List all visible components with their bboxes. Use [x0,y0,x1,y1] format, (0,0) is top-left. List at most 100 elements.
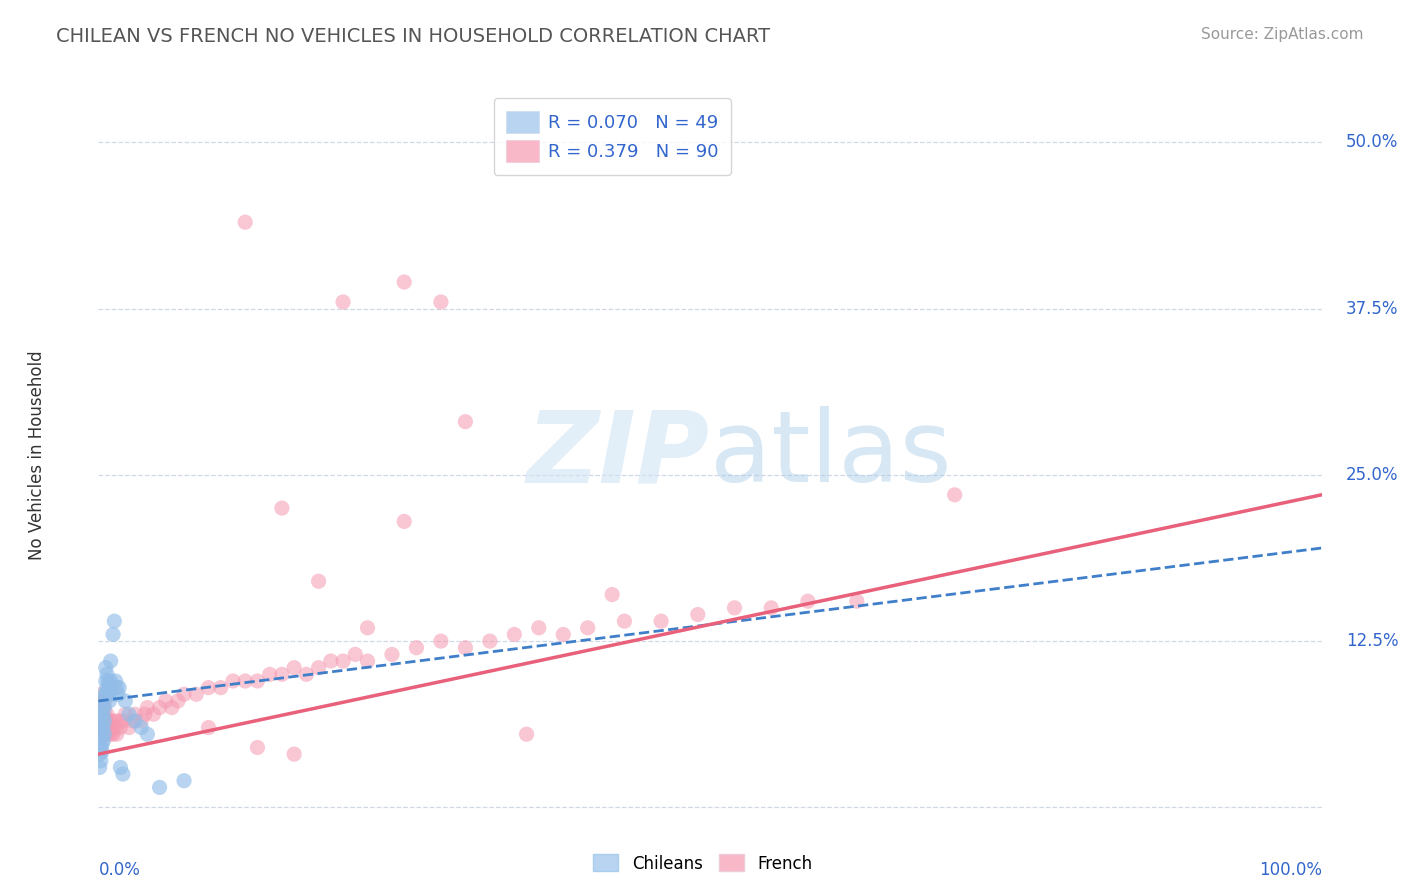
Point [197,681,219,695]
Point [90,714,112,728]
Point [91,734,114,748]
Point [94,673,117,688]
Point [129,721,152,735]
Point [100,727,122,741]
Point [97,673,120,688]
Point [105,727,128,741]
Point [100,654,122,668]
Point [100,714,122,728]
Point [100,673,122,688]
Point [246,673,269,688]
Point [91,721,114,735]
Point [344,648,367,662]
Point [91,700,114,714]
Point [94,687,117,701]
Point [723,600,745,615]
Point [173,687,195,701]
Point [160,700,183,714]
Point [91,700,114,714]
Point [89,747,111,761]
Point [94,727,117,741]
Point [93,687,115,701]
Point [478,634,501,648]
Point [259,667,281,681]
Point [270,667,294,681]
Point [797,594,820,608]
Point [209,681,232,695]
Text: 50.0%: 50.0% [1346,134,1399,152]
Point [98,721,121,735]
Point [149,700,172,714]
Point [93,721,115,735]
Point [90,707,112,722]
Point [233,215,256,229]
Point [553,627,575,641]
Point [134,707,156,722]
Point [454,415,477,429]
Point [381,648,404,662]
Point [124,707,146,722]
Point [89,760,111,774]
Point [283,661,305,675]
Point [104,721,127,735]
Text: CHILEAN VS FRENCH NO VEHICLES IN HOUSEHOLD CORRELATION CHART: CHILEAN VS FRENCH NO VEHICLES IN HOUSEHO… [56,27,770,45]
Point [332,654,354,668]
Point [110,721,132,735]
Point [97,687,120,701]
Point [94,714,117,728]
Text: 25.0%: 25.0% [1346,466,1399,483]
Point [111,714,134,728]
Point [118,721,141,735]
Point [136,727,159,741]
Point [136,700,159,714]
Point [94,661,117,675]
Point [233,673,256,688]
Point [101,727,124,741]
Point [503,627,526,641]
Point [93,714,115,728]
Point [90,740,112,755]
Point [114,694,136,708]
Point [91,714,114,728]
Point [91,707,114,722]
Point [93,700,115,714]
Point [155,694,177,708]
Point [90,721,112,735]
Point [91,694,114,708]
Point [103,614,125,628]
Point [319,654,342,668]
Point [173,773,195,788]
Point [91,714,114,728]
Point [142,707,165,722]
Point [90,687,112,701]
Point [295,667,318,681]
Point [90,754,112,768]
Point [93,707,115,722]
Point [308,661,330,675]
Point [430,634,453,648]
Point [89,694,111,708]
Point [332,295,354,310]
Point [283,747,305,761]
Point [90,727,112,741]
Point [96,681,118,695]
Point [576,621,599,635]
Point [356,654,378,668]
Point [110,760,132,774]
Text: atlas: atlas [710,407,952,503]
Point [91,727,114,741]
Point [613,614,636,628]
Point [103,714,125,728]
Point [308,574,330,589]
Point [89,734,111,748]
Point [943,488,966,502]
Point [527,621,550,635]
Point [96,667,118,681]
Point [101,627,124,641]
Point [104,673,127,688]
Point [89,721,111,735]
Point [101,687,124,701]
Point [98,694,121,708]
Point [107,687,129,701]
Point [761,600,783,615]
